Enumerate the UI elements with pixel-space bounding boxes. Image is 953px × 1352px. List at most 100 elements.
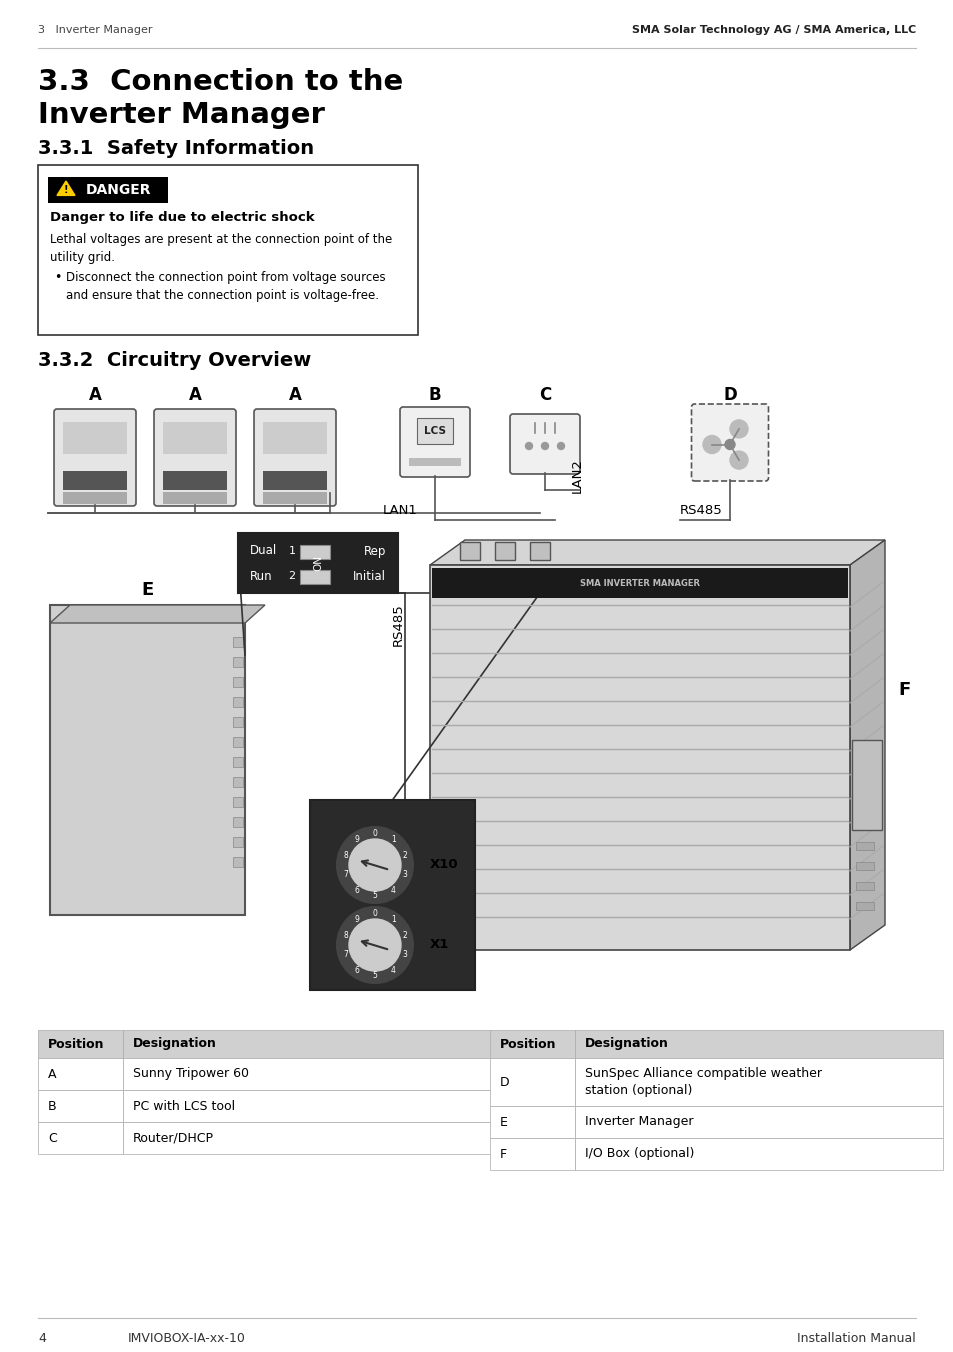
Bar [50,604,245,915]
Bar [855,842,873,850]
Bar [163,422,227,454]
Bar [233,796,243,807]
Text: 9: 9 [354,915,359,925]
Bar [430,565,849,950]
Text: LAN2: LAN2 [570,458,583,493]
Text: Dual: Dual [250,545,277,557]
Bar [263,470,327,489]
Text: F: F [898,681,910,699]
Text: D: D [499,1075,509,1088]
Circle shape [541,442,548,449]
Bar [299,571,330,584]
Bar [163,492,227,504]
Text: Position: Position [48,1037,105,1051]
Text: 7: 7 [343,871,348,879]
Text: 8: 8 [343,850,348,860]
FancyBboxPatch shape [54,410,136,506]
Text: 4: 4 [38,1332,46,1344]
Text: Designation: Designation [584,1037,668,1051]
Text: Installation Manual: Installation Manual [797,1332,915,1344]
Text: IMVIOBOX-IA-xx-10: IMVIOBOX-IA-xx-10 [128,1332,246,1344]
Text: LAN1: LAN1 [382,503,417,516]
FancyBboxPatch shape [153,410,235,506]
Bar [233,817,243,827]
FancyBboxPatch shape [399,407,470,477]
Bar [490,1030,575,1059]
Text: 2: 2 [401,932,406,940]
Text: Inverter Manager: Inverter Manager [584,1115,693,1129]
Text: 2: 2 [401,850,406,860]
Text: ON: ON [313,556,323,571]
Text: Initial: Initial [353,569,386,583]
Bar [38,165,417,335]
Bar [575,1138,942,1169]
Bar [163,470,227,489]
Text: Lethal voltages are present at the connection point of the
utility grid.: Lethal voltages are present at the conne… [50,233,392,264]
Polygon shape [849,539,884,950]
Text: 3.3.1  Safety Information: 3.3.1 Safety Information [38,138,314,157]
Bar [575,1059,942,1106]
Text: A: A [288,387,301,404]
Bar [233,677,243,687]
Bar [38,1090,123,1122]
Circle shape [336,907,413,983]
Text: SunSpec Alliance compatible weather
station (optional): SunSpec Alliance compatible weather stat… [584,1067,821,1096]
Bar [299,545,330,558]
Text: Danger to life due to electric shock: Danger to life due to electric shock [50,211,314,223]
Bar [123,1090,491,1122]
Text: 1: 1 [288,546,295,556]
Text: 4: 4 [391,886,395,895]
Text: 4: 4 [391,965,395,975]
Bar [432,568,847,598]
Text: 1: 1 [391,836,395,845]
Bar [123,1059,491,1090]
Text: E: E [499,1115,507,1129]
FancyBboxPatch shape [510,414,579,475]
Bar [63,422,127,454]
Bar [233,857,243,867]
Bar [310,800,475,990]
Bar [38,1059,123,1090]
Text: 0: 0 [373,830,377,838]
Text: 6: 6 [354,886,359,895]
Bar [575,1030,942,1059]
Bar [233,757,243,767]
Circle shape [557,442,564,449]
Text: B: B [428,387,441,404]
Bar [233,637,243,648]
Bar [233,657,243,667]
Text: Run: Run [250,569,273,583]
Polygon shape [57,181,75,196]
Text: F: F [499,1148,507,1160]
Text: •: • [54,270,61,284]
Circle shape [525,442,532,449]
Bar [233,837,243,846]
Text: B: B [48,1099,56,1113]
Bar [48,177,168,203]
Circle shape [702,435,720,453]
Text: RS485: RS485 [391,603,404,646]
Text: 7: 7 [343,950,348,959]
Bar [495,542,515,560]
Bar [123,1122,491,1155]
Text: 9: 9 [354,836,359,845]
Bar [851,740,882,830]
Text: SMA INVERTER MANAGER: SMA INVERTER MANAGER [579,579,700,588]
Text: 3.3  Connection to the: 3.3 Connection to the [38,68,403,96]
Bar [855,902,873,910]
Bar [38,1030,123,1059]
Text: LCS: LCS [423,426,446,435]
Circle shape [336,827,413,903]
Bar [490,1106,575,1138]
Bar [490,1059,575,1106]
Text: PC with LCS tool: PC with LCS tool [132,1099,234,1113]
Bar [855,863,873,869]
Text: Rep: Rep [363,545,386,557]
Text: 1: 1 [391,915,395,925]
Bar [490,1138,575,1169]
Bar [123,1030,491,1059]
Polygon shape [430,539,884,565]
Circle shape [729,420,747,438]
FancyBboxPatch shape [691,404,768,481]
Text: 6: 6 [354,965,359,975]
